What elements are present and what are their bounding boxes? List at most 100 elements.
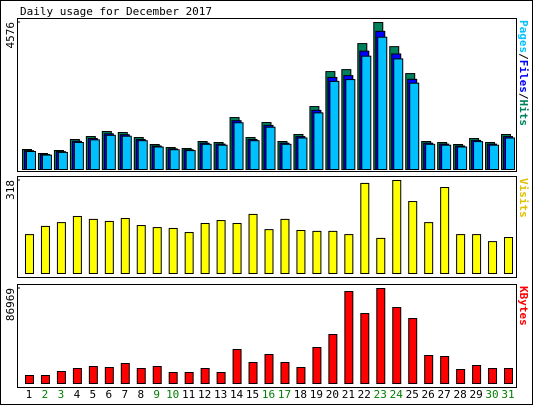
x-tick-label: 28: [453, 388, 466, 401]
bar: [168, 227, 178, 274]
bar: [361, 55, 372, 170]
bar: [249, 140, 260, 170]
bar: [41, 154, 52, 171]
y-max-label: 4576: [4, 22, 17, 49]
bar: [392, 180, 402, 274]
bar: [25, 151, 36, 170]
bar: [473, 141, 484, 170]
bar: [505, 137, 516, 170]
legend-entry: Visits: [517, 178, 530, 218]
bar: [488, 368, 498, 385]
bar: [88, 218, 98, 274]
bar: [152, 227, 162, 274]
bar: [344, 234, 354, 274]
legend-separator: /: [517, 53, 530, 60]
series-legend: Visits: [517, 178, 530, 218]
bar: [504, 237, 514, 275]
legend-separator: /: [517, 93, 530, 100]
x-tick-label: 30: [485, 388, 498, 401]
y-max-label: 318: [4, 180, 17, 200]
bar: [136, 225, 146, 274]
x-tick-label: 13: [214, 388, 227, 401]
bar: [313, 112, 324, 170]
x-tick-label: 24: [390, 388, 404, 401]
panel-frame: [17, 284, 517, 388]
bar: [393, 58, 404, 170]
bar: [472, 365, 482, 384]
bar: [296, 230, 306, 274]
bar: [185, 150, 196, 170]
x-tick-label: 22: [358, 388, 371, 401]
legend-entry: KBytes: [517, 286, 530, 326]
bar: [440, 356, 450, 385]
bar: [280, 362, 290, 384]
x-tick-label: 3: [58, 388, 65, 401]
bar: [216, 372, 226, 384]
bar: [121, 135, 132, 170]
bar: [408, 318, 418, 385]
x-tick-label: 14: [230, 388, 244, 401]
x-tick-label: 27: [438, 388, 451, 401]
chart-title: Daily usage for December 2017: [20, 5, 212, 18]
x-tick-label: 10: [166, 388, 179, 401]
x-tick-label: 29: [469, 388, 482, 401]
x-tick-label: 7: [121, 388, 128, 401]
x-tick-label: 11: [182, 388, 195, 401]
bar: [24, 234, 34, 274]
bar: [297, 137, 308, 170]
bar: [40, 375, 50, 385]
bar: [57, 151, 68, 170]
bar: [73, 142, 84, 170]
bar: [296, 367, 306, 384]
bar: [40, 225, 50, 275]
bar: [104, 220, 114, 274]
bar: [89, 139, 100, 170]
bar: [201, 143, 212, 170]
x-tick-label: 1: [26, 388, 33, 401]
bar: [457, 146, 468, 170]
bar: [105, 134, 116, 170]
bar: [441, 144, 452, 170]
bar: [328, 230, 338, 275]
bar: [56, 222, 66, 274]
x-tick-label: 17: [278, 388, 291, 401]
bar: [312, 230, 322, 275]
bar: [88, 366, 98, 385]
bar: [264, 229, 274, 275]
bar: [120, 218, 130, 275]
bar: [360, 182, 370, 274]
series-legend: KBytes: [517, 286, 530, 326]
bar: [345, 79, 356, 170]
x-tick-label: 19: [310, 388, 323, 401]
bar: [200, 222, 210, 275]
x-tick-label: 15: [246, 388, 259, 401]
x-tick-label: 2: [42, 388, 49, 401]
x-tick-label: 31: [501, 388, 514, 401]
bar: [424, 222, 434, 274]
x-tick-label: 26: [422, 388, 435, 401]
bar: [72, 368, 82, 385]
bar: [344, 291, 354, 384]
bar: [232, 222, 242, 275]
bar: [280, 218, 290, 274]
x-tick-label: 21: [342, 388, 355, 401]
bar: [248, 362, 258, 384]
bar: [168, 372, 178, 384]
x-tick-label: 16: [262, 388, 275, 401]
bar: [200, 368, 210, 385]
bar: [120, 363, 130, 385]
bar: [377, 36, 388, 171]
x-tick-label: 5: [90, 388, 97, 401]
bar: [328, 334, 338, 384]
bar: [152, 366, 162, 385]
bar: [184, 372, 194, 384]
bar: [169, 149, 180, 170]
bar: [217, 144, 228, 170]
bar: [504, 368, 514, 385]
series-legend: Pages/Files/Hits: [517, 20, 530, 126]
bar: [56, 371, 66, 385]
bar: [360, 313, 370, 384]
bar: [392, 307, 402, 384]
bar: [424, 355, 434, 384]
